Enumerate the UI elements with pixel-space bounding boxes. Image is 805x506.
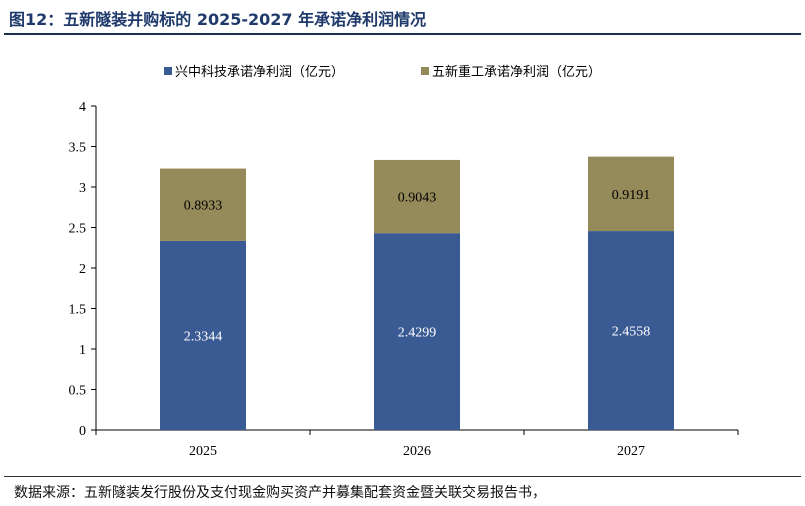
bar-segment: [374, 233, 460, 430]
bar-segment: [374, 159, 460, 234]
bars: [160, 156, 674, 430]
bar-segment: [588, 156, 674, 232]
y-tick-label: 3.5: [69, 141, 87, 156]
y-tick-label: 1.5: [69, 303, 87, 318]
legend-label: 五新重工承诺净利润（亿元）: [432, 64, 601, 80]
y-tick-label: 1: [79, 343, 86, 358]
bar-segment: [588, 231, 674, 430]
x-tick-label: 2027: [617, 444, 645, 459]
legend-swatch: [421, 67, 429, 75]
data-label: 0.8933: [184, 199, 223, 214]
data-label: 2.4558: [612, 325, 651, 340]
x-tick-label: 2025: [189, 444, 217, 459]
y-tick-label: 0.5: [69, 384, 87, 399]
bar-segment: [160, 240, 246, 430]
legend-label: 兴中科技承诺净利润（亿元）: [175, 65, 344, 80]
y-tick-label: 0: [79, 424, 86, 439]
source-note: 数据来源：五新隧装发行股份及支付现金购买资产并募集配套资金暨关联交易报告书，: [14, 485, 546, 501]
x-tick-label: 2026: [403, 444, 431, 459]
data-labels: 2.3344 0.8933 2.4299 0.9043 2.4558 0.9191: [184, 188, 651, 345]
y-tick-label: 2: [79, 262, 86, 277]
data-label: 2.4299: [398, 326, 437, 341]
data-label: 2.3344: [184, 329, 223, 344]
data-label: 0.9191: [612, 188, 651, 203]
legend-swatch: [164, 67, 172, 75]
stacked-bar-chart: 兴中科技承诺净利润（亿元） 五新重工承诺净利润（亿元） 0 0.5 1 1.5 2 2.5 3…: [69, 64, 739, 459]
y-tick-label: 3: [79, 181, 86, 196]
figure-title: 图12：五新隧装并购标的 2025-2027 年承诺净利润情况: [9, 10, 427, 29]
y-tick-label: 2.5: [69, 222, 87, 237]
legend: 兴中科技承诺净利润（亿元） 五新重工承诺净利润（亿元）: [164, 64, 601, 80]
bar-segment: [160, 168, 246, 241]
title-rule: [4, 33, 801, 35]
data-label: 0.9043: [398, 191, 437, 206]
source-rule: [4, 476, 801, 477]
y-tick-label: 4: [79, 100, 86, 115]
